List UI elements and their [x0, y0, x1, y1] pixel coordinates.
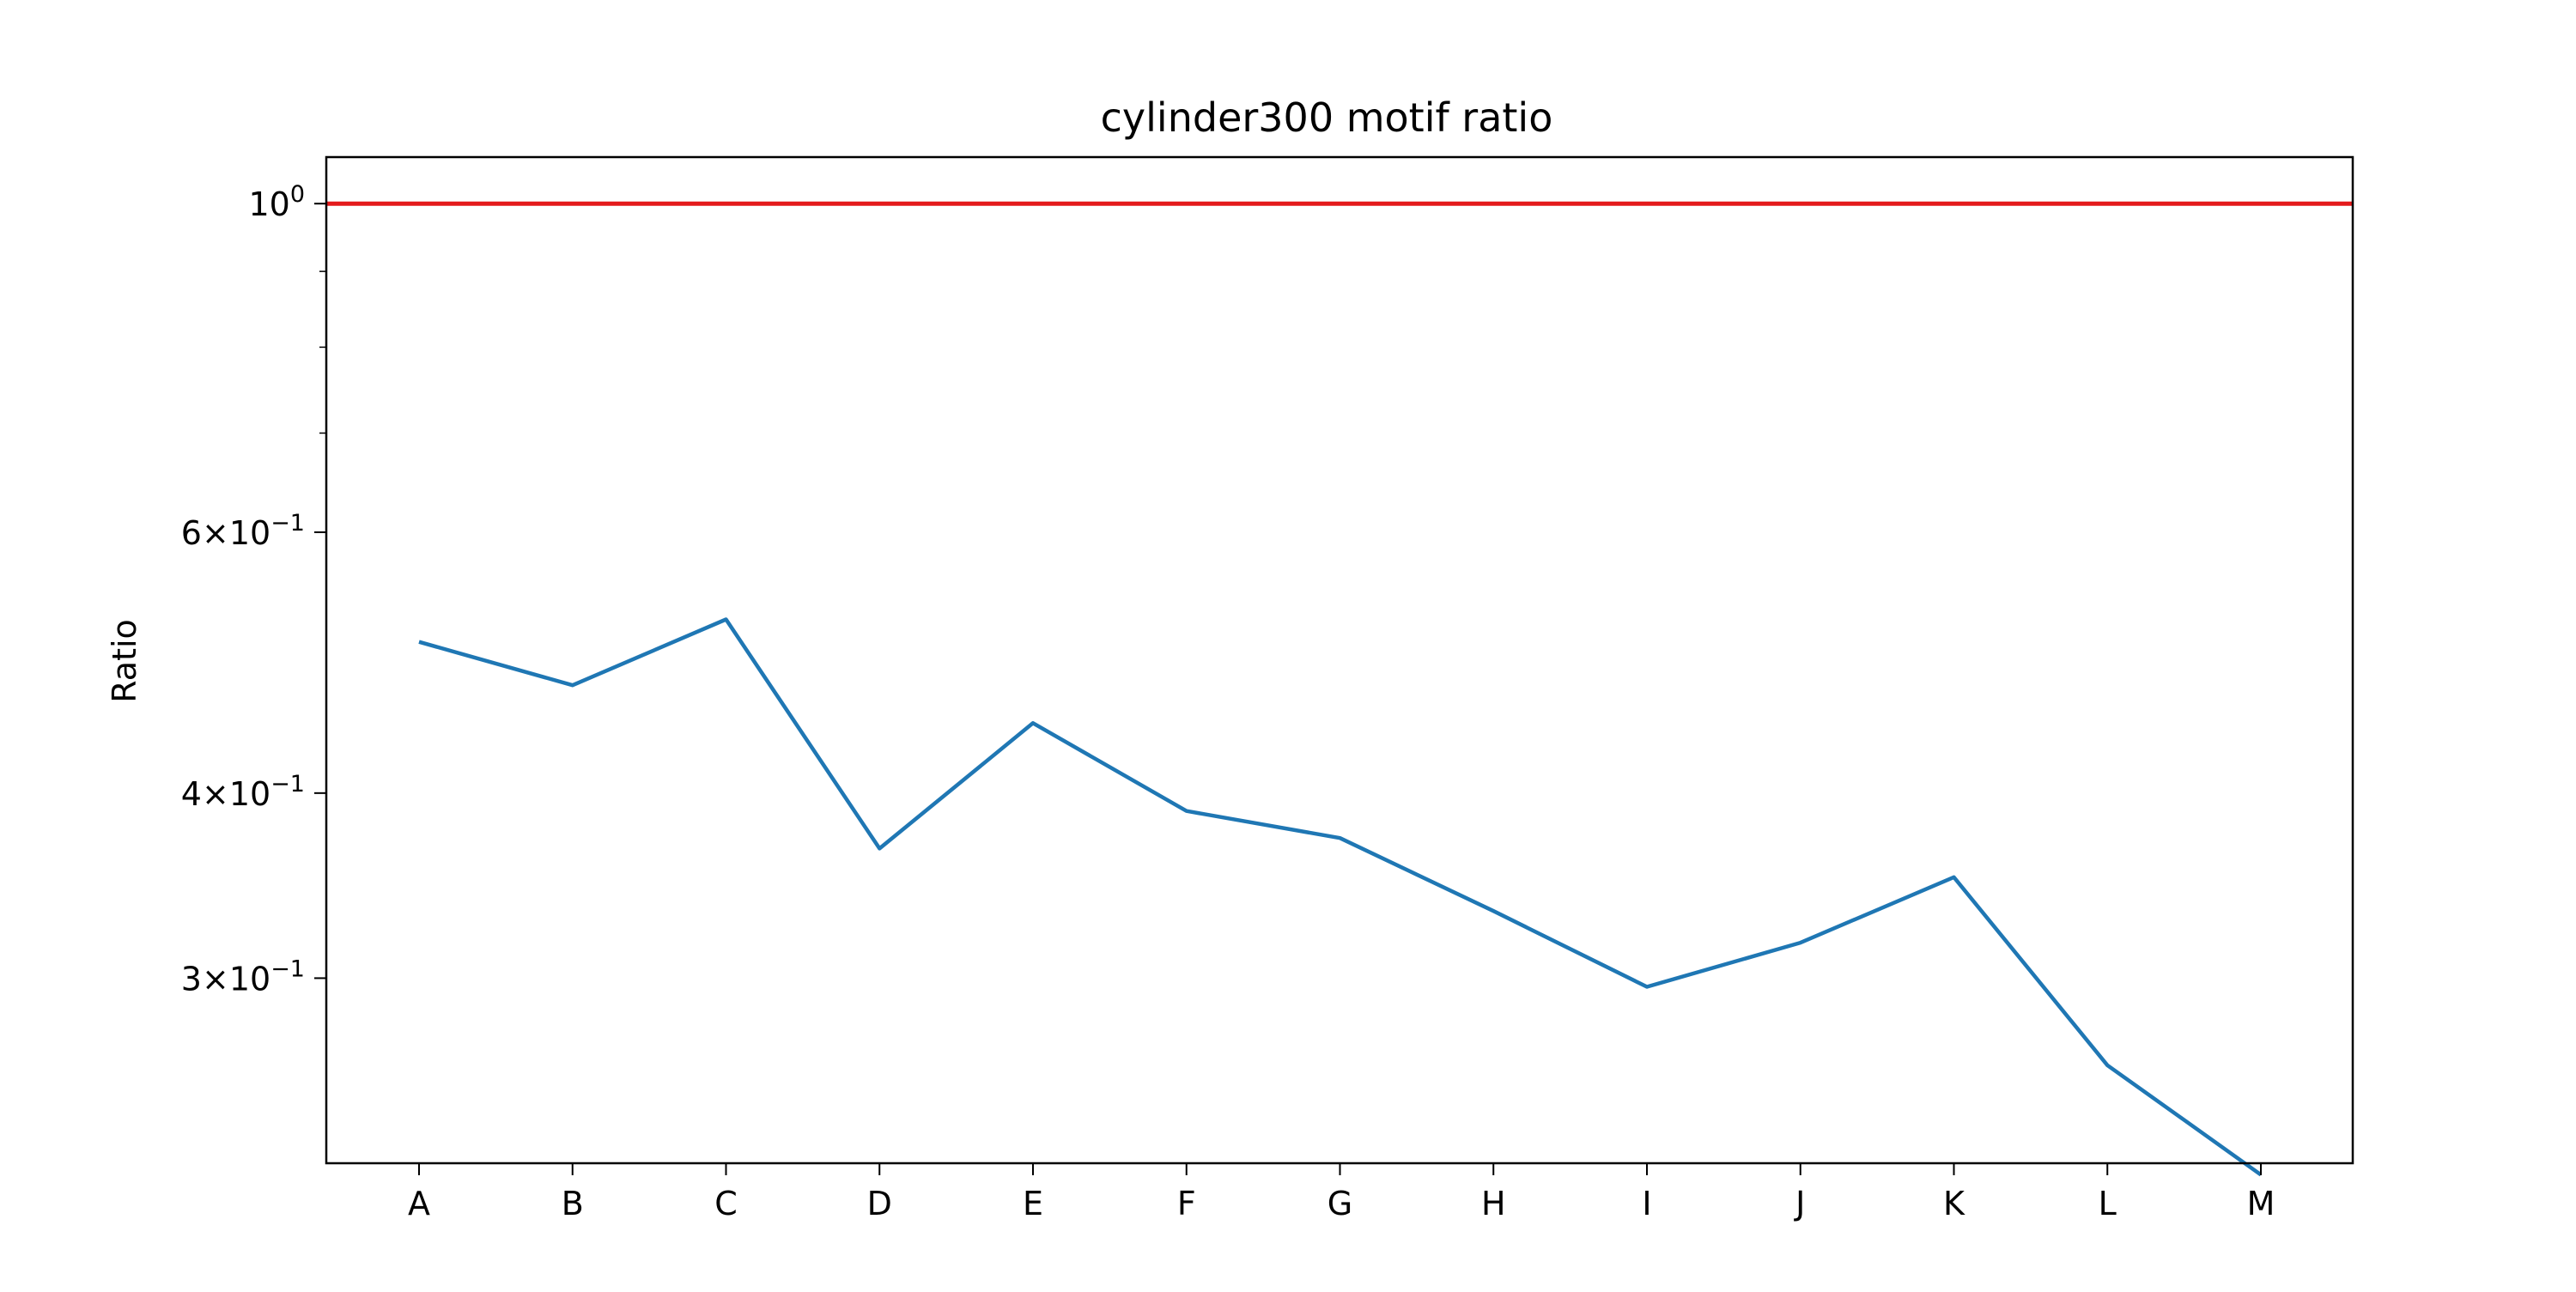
x-tick-label-c: C [714, 1185, 738, 1222]
x-tick-label-g: G [1327, 1185, 1352, 1222]
x-tick-label-a: A [408, 1185, 430, 1222]
y-tick-label-3: 4×10−1 [181, 771, 305, 813]
plot-area: A B C D E F G H I J K L M 100 6×10−1 4×10−1 3×10−1 [181, 155, 2354, 1222]
x-tick-label-f: F [1177, 1185, 1196, 1222]
x-tick-label-d: D [867, 1185, 892, 1222]
chart-title: cylinder300 motif ratio [1101, 94, 1553, 141]
x-tick-label-m: M [2247, 1185, 2275, 1222]
x-tick-label-e: E [1023, 1185, 1043, 1222]
x-tick-label-l: L [2099, 1185, 2117, 1222]
series-line-1 [418, 617, 2263, 1177]
y-axis-label: Ratio [106, 619, 143, 703]
x-tick-label-k: K [1943, 1185, 1965, 1222]
x-tick-label-j: J [1794, 1185, 1805, 1222]
x-tick-label-b: B [562, 1185, 584, 1222]
y-tick-label-4: 3×10−1 [181, 955, 305, 998]
y-tick-label-1: 100 [248, 181, 305, 223]
y-tick-label-2: 6×10−1 [181, 510, 305, 552]
x-tick-label-i: I [1642, 1185, 1651, 1222]
x-tick-label-h: H [1481, 1185, 1506, 1222]
